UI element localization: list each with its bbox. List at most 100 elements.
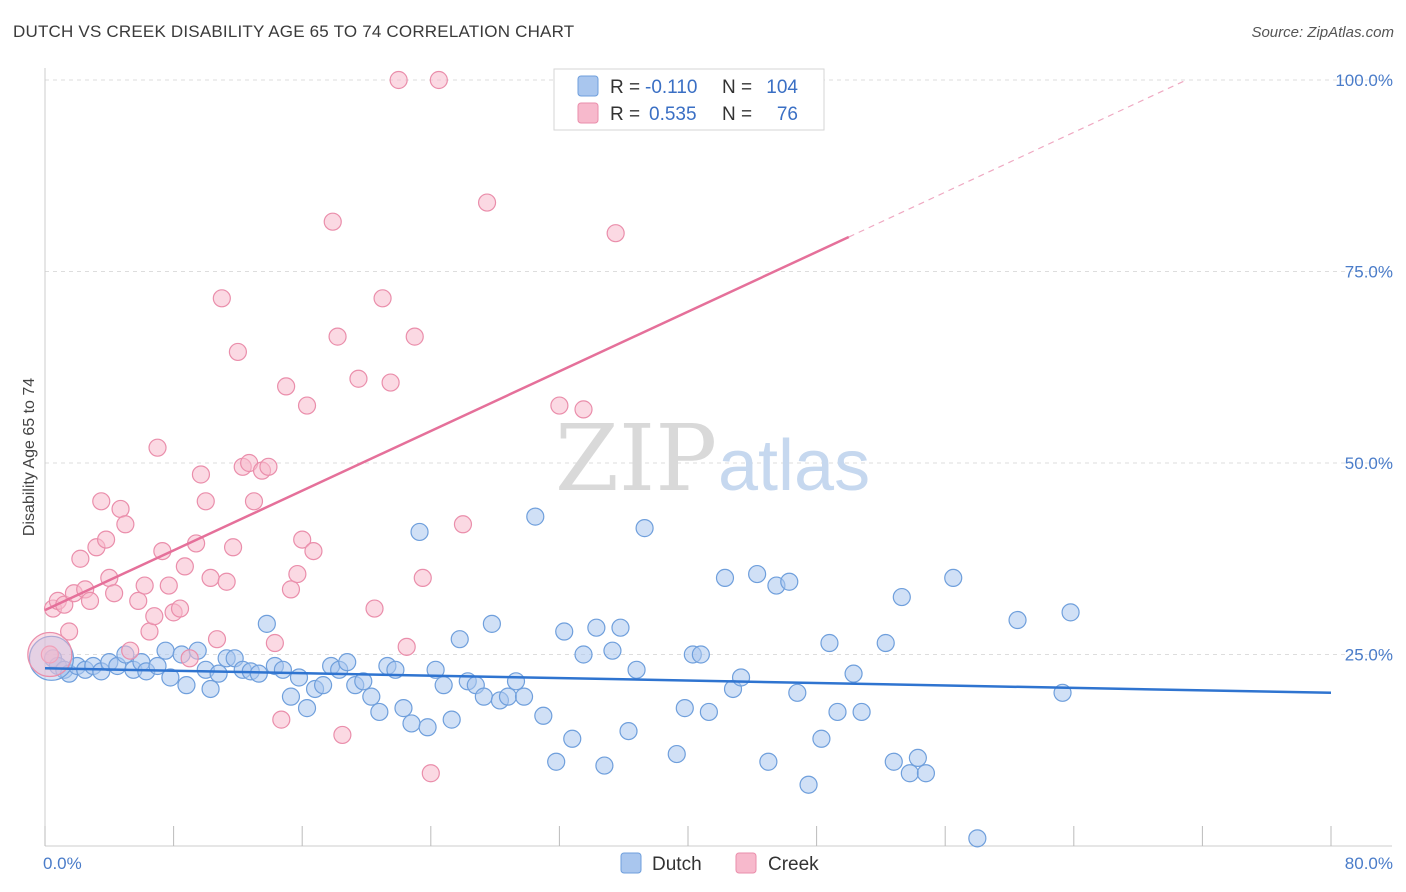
creek-point	[71, 549, 90, 568]
dutch-point	[273, 660, 293, 679]
y-tick-label: 25.0%	[1345, 646, 1393, 665]
dutch-point	[748, 564, 767, 584]
dutch-point	[619, 721, 638, 741]
dutch-point	[410, 522, 429, 542]
tick-labels: 25.0% 50.0% 75.0% 100.0% 0.0% 80.0%	[43, 71, 1393, 873]
dutch-point	[574, 645, 593, 664]
dutch-point	[201, 679, 220, 699]
creek-point	[397, 637, 416, 656]
creek-point	[293, 530, 312, 549]
dutch-point	[828, 702, 847, 722]
creek-point	[92, 492, 111, 511]
dutch-point	[603, 641, 622, 660]
creek-point	[389, 70, 408, 90]
legend-creek-n-label: N =	[722, 104, 752, 125]
legend-swatch-creek	[577, 102, 599, 124]
creek-point	[574, 400, 593, 419]
creek-point	[145, 607, 164, 626]
dutch-point	[587, 618, 606, 637]
trend-lines	[44, 79, 1332, 695]
creek-point	[272, 710, 291, 729]
creek-point	[207, 630, 227, 649]
dutch-point	[675, 699, 694, 718]
dutch-point	[506, 672, 526, 691]
creek-point	[140, 622, 159, 641]
dutch-point	[555, 622, 574, 641]
legend-creek-r-label: R =	[610, 104, 640, 125]
creek-point	[111, 499, 130, 519]
creek-point	[349, 369, 368, 388]
creek-point	[105, 584, 124, 603]
dutch-point	[281, 687, 301, 706]
dutch-point	[884, 752, 903, 771]
series-label-creek: Creek	[768, 854, 819, 875]
dutch-point	[699, 702, 718, 722]
creek-point	[477, 193, 497, 212]
creek-point	[40, 645, 59, 664]
y-axis-label: Disability Age 65 to 74	[21, 378, 38, 536]
dutch-point	[313, 676, 333, 695]
source-credit: Source: ZipAtlas.com	[1251, 24, 1394, 41]
creek-point	[429, 70, 448, 90]
x-tick-label: 0.0%	[43, 854, 82, 873]
dutch-point	[627, 660, 646, 679]
dutch-point	[297, 699, 317, 718]
series-swatch-creek	[735, 852, 757, 874]
creek-point	[223, 538, 243, 557]
creek-point	[265, 633, 284, 653]
y-tick-label: 50.0%	[1345, 454, 1393, 473]
dutch-point	[514, 687, 534, 706]
series-label-dutch: Dutch	[652, 854, 702, 875]
dutch-point	[362, 687, 381, 706]
dutch-point	[450, 630, 469, 649]
dutch-point	[820, 633, 839, 653]
legend-creek-r-value: 0.535	[649, 104, 697, 125]
creek-point	[180, 649, 199, 668]
dutch-point	[611, 618, 630, 637]
creek-point	[217, 572, 236, 591]
creek-point	[323, 212, 342, 231]
y-tick-label: 100.0%	[1335, 71, 1393, 90]
legend-dutch-n-label: N =	[722, 77, 752, 98]
dutch-point	[289, 668, 309, 687]
creek-point	[148, 438, 167, 457]
creek-point	[121, 641, 140, 660]
watermark-atlas: atlas	[718, 426, 870, 506]
creek-point	[328, 327, 347, 346]
creek-trend-extension	[848, 79, 1187, 238]
legend-dutch-n-value: 104	[766, 77, 798, 98]
dutch-point	[715, 568, 735, 588]
dutch-point	[780, 572, 799, 591]
dutch-point	[426, 660, 445, 679]
creek-point	[116, 515, 135, 534]
creek-trend-line	[44, 235, 850, 612]
dutch-point	[1008, 610, 1027, 630]
creek-point	[191, 465, 211, 484]
dutch-point	[498, 687, 518, 706]
creek-point	[381, 373, 400, 392]
dutch-point	[892, 587, 911, 607]
y-tick-label: 75.0%	[1345, 263, 1393, 282]
dutch-point	[900, 764, 919, 783]
dutch-point	[402, 714, 421, 733]
dutch-point	[474, 687, 493, 706]
creek-point	[259, 457, 278, 476]
creek-point	[80, 591, 100, 610]
dutch-point	[370, 702, 389, 722]
chart-title: DUTCH VS CREEK DISABILITY AGE 65 TO 74 C…	[13, 22, 575, 41]
axes	[44, 68, 1392, 847]
series-legend: Dutch Creek	[620, 852, 819, 875]
dutch-point	[731, 668, 751, 687]
watermark-zip: ZIP	[555, 405, 717, 512]
series-swatch-dutch	[620, 852, 642, 874]
dutch-point	[394, 699, 413, 718]
dutch-point	[482, 614, 501, 633]
creek-point	[304, 541, 323, 561]
dutch-point	[595, 756, 614, 775]
dutch-point	[434, 676, 453, 695]
dutch-point	[844, 664, 863, 683]
dutch-point	[338, 653, 357, 672]
dutch-point	[1061, 603, 1080, 622]
creek-point	[228, 342, 247, 362]
dutch-point	[354, 672, 373, 691]
